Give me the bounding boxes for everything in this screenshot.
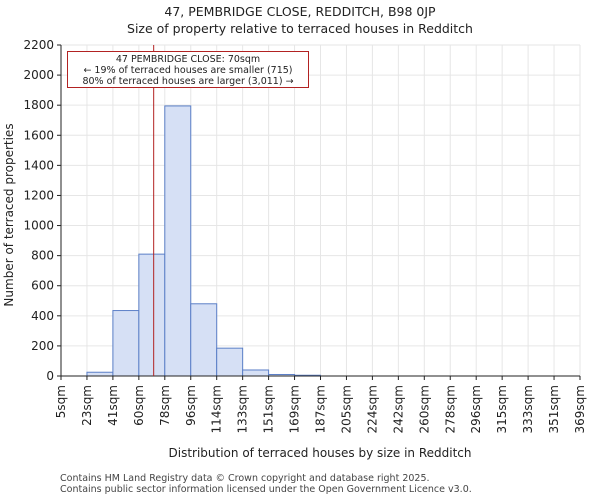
y-tick-label: 1800: [23, 98, 54, 112]
x-tick-label: 315sqm: [495, 385, 509, 433]
footer-licence: Contains public sector information licen…: [60, 484, 472, 495]
y-tick-label: 2200: [23, 38, 54, 52]
x-tick-label: 369sqm: [573, 385, 587, 433]
histogram-bar: [86, 371, 114, 377]
x-tick-label: 278sqm: [443, 385, 457, 433]
x-tick-label: 296sqm: [469, 385, 483, 433]
x-tick-label: 333sqm: [521, 385, 535, 433]
y-tick-label: 600: [31, 279, 54, 293]
y-tick-label: 1600: [23, 128, 54, 142]
histogram-bar: [242, 369, 270, 377]
x-tick-label: 169sqm: [288, 385, 302, 433]
y-tick-label: 1400: [23, 158, 54, 172]
x-tick-label: 41sqm: [106, 385, 120, 426]
y-tick-label: 1200: [23, 188, 54, 202]
chart-subtitle: Size of property relative to terraced ho…: [127, 21, 473, 36]
y-tick-label: 400: [31, 309, 54, 323]
x-ticks-group: 5sqm 23sqm 41sqm 60sqm 78sqm 96sqm 114sqm 133sq…: [54, 376, 587, 433]
histogram-bar: [112, 310, 140, 377]
bars-group: [86, 105, 321, 377]
x-tick-label: 5sqm: [54, 385, 68, 418]
histogram-bar: [190, 303, 218, 377]
y-tick-label: 200: [31, 339, 54, 353]
x-tick-label: 205sqm: [339, 385, 353, 433]
x-tick-label: 96sqm: [184, 385, 198, 426]
annotation-line-3: 80% of terraced houses are larger (3,011…: [82, 76, 294, 87]
footer-copyright: Contains HM Land Registry data © Crown c…: [60, 473, 430, 484]
histogram-bar: [216, 347, 244, 377]
property-annotation-box: 47 PEMBRIDGE CLOSE: 70sqm ← 19% of terra…: [67, 51, 309, 88]
x-tick-label: 351sqm: [547, 385, 561, 433]
y-tick-label: 1000: [23, 219, 54, 233]
y-axis-label: Number of terraced properties: [2, 123, 16, 306]
annotation-line-1: 47 PEMBRIDGE CLOSE: 70sqm: [115, 54, 261, 65]
x-tick-label: 114sqm: [210, 385, 224, 433]
x-axis-label: Distribution of terraced houses by size …: [169, 446, 472, 460]
y-tick-label: 0: [46, 369, 54, 383]
histogram-bar: [164, 105, 192, 377]
x-tick-label: 78sqm: [158, 385, 172, 426]
x-tick-label: 23sqm: [80, 385, 94, 426]
x-tick-label: 260sqm: [417, 385, 431, 433]
x-tick-label: 224sqm: [365, 385, 379, 433]
x-tick-label: 187sqm: [314, 385, 328, 433]
x-tick-label: 151sqm: [262, 385, 276, 433]
x-tick-label: 133sqm: [236, 385, 250, 433]
histogram-bar: [138, 253, 166, 377]
y-tick-label: 2000: [23, 68, 54, 82]
y-ticks-group: 0 200 400 600 800 1000 1200 1400 1600 1800 2000 220…: [23, 38, 61, 383]
x-tick-label: 60sqm: [132, 385, 146, 426]
chart-title: 47, PEMBRIDGE CLOSE, REDDITCH, B98 0JP: [164, 4, 436, 19]
annotation-line-2: ← 19% of terraced houses are smaller (71…: [83, 65, 293, 76]
y-tick-label: 800: [31, 249, 54, 263]
x-tick-label: 242sqm: [391, 385, 405, 433]
